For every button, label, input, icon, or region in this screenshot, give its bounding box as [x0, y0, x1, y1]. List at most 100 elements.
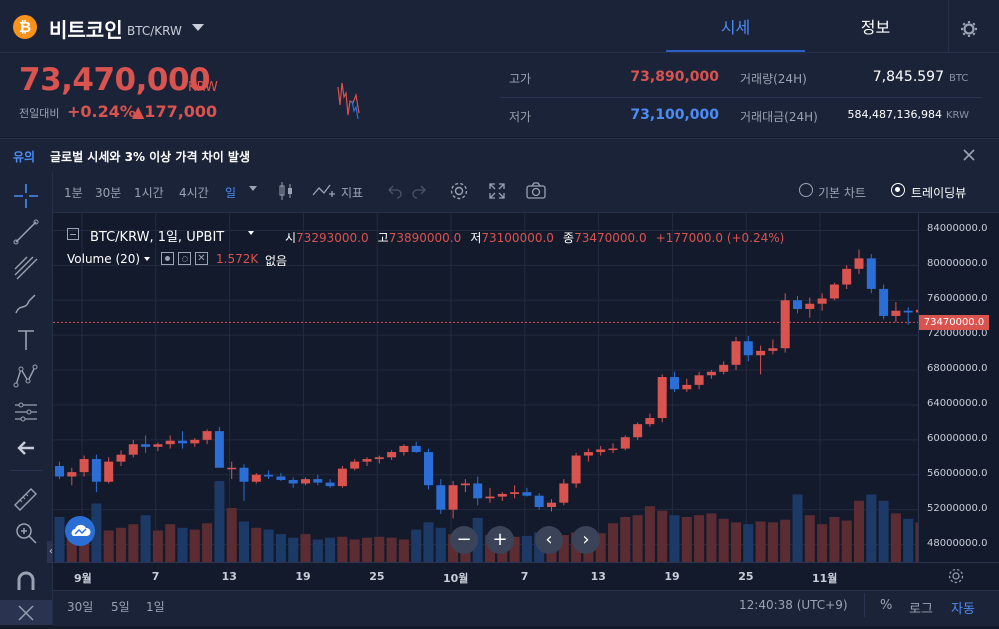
volume-bar — [694, 515, 705, 562]
interval-30m[interactable]: 30분 — [95, 186, 122, 200]
time-axis[interactable] — [53, 562, 999, 591]
tab-price[interactable]: 시세 — [666, 0, 805, 52]
redo-icon[interactable] — [411, 182, 429, 200]
low-value-legend: 73100000.0 — [481, 231, 554, 245]
candle-body — [55, 466, 64, 477]
magnet-icon[interactable] — [11, 566, 41, 596]
crosshair-icon[interactable] — [11, 181, 41, 211]
cloud-icon[interactable] — [65, 516, 95, 546]
x-tick-label: 7 — [520, 570, 529, 583]
undo-icon[interactable] — [385, 182, 403, 200]
interval-1m[interactable]: 1분 — [64, 186, 83, 200]
zoom-in-icon[interactable] — [11, 518, 41, 548]
percent-toggle[interactable]: % — [880, 598, 893, 613]
candle-body — [891, 310, 901, 316]
interval-chevron-down-icon[interactable] — [249, 186, 257, 191]
range-5d[interactable]: 5일 — [111, 600, 130, 614]
candle-body — [350, 461, 360, 469]
range-1d[interactable]: 1일 — [146, 600, 165, 614]
indicator-label[interactable]: 지표 — [341, 186, 364, 200]
candle-body — [91, 459, 101, 482]
market-header — [0, 0, 999, 53]
x-tick-label: 25 — [738, 570, 754, 583]
candle-body — [227, 467, 237, 470]
remove-indicator-icon[interactable]: ✕ — [195, 252, 208, 265]
range-30d[interactable]: 30일 — [67, 600, 94, 614]
candle-body — [694, 375, 704, 385]
candle-body — [559, 483, 569, 503]
volume-bar — [854, 500, 864, 562]
interval-4h[interactable]: 4시간 — [179, 186, 209, 200]
remove-icon[interactable] — [0, 600, 52, 625]
text-icon[interactable] — [11, 325, 41, 355]
scroll-left-button[interactable]: ‹ — [535, 526, 563, 554]
tradingview-radio[interactable] — [891, 183, 905, 197]
interval-1d[interactable]: 일 — [225, 186, 237, 200]
ruler-icon[interactable] — [11, 483, 41, 513]
chevron-down-icon[interactable] — [192, 24, 204, 31]
indicator-icon[interactable] — [312, 181, 336, 201]
price-axis[interactable] — [918, 213, 999, 562]
candle-body — [793, 300, 802, 309]
volume-legend-extra: 없음 — [265, 254, 288, 268]
fib-icon[interactable] — [11, 253, 41, 283]
candle-body — [288, 479, 298, 484]
brush-icon[interactable] — [11, 289, 41, 319]
fullscreen-icon[interactable] — [487, 181, 507, 201]
scroll-right-button[interactable]: › — [572, 526, 600, 554]
close-icon[interactable] — [960, 146, 978, 164]
drawing-toolbar — [0, 172, 53, 625]
volume-bar — [780, 519, 791, 562]
candle-body — [780, 300, 790, 349]
eye-icon[interactable] — [161, 252, 174, 265]
candle-body — [608, 448, 618, 451]
zoom-out-button[interactable]: − — [450, 526, 478, 554]
log-toggle[interactable]: 로그 — [909, 602, 933, 617]
candle-body — [399, 445, 409, 453]
volume-bar — [435, 527, 446, 562]
chart-settings-gear-icon[interactable] — [449, 181, 469, 201]
legend-ohlc: 시73293000.0 고73890000.0 저73100000.0 종734… — [285, 227, 784, 246]
legend-chevron-down-icon[interactable] — [248, 231, 254, 235]
candlestick-chart[interactable] — [53, 213, 963, 562]
collapse-toggle[interactable]: ‹ — [47, 541, 55, 563]
volume-bar — [325, 537, 336, 562]
volume-bar — [411, 529, 422, 562]
zoom-in-button[interactable]: + — [486, 526, 514, 554]
gear-icon[interactable] — [948, 0, 989, 52]
tradingview-label[interactable]: 트레이딩뷰 — [911, 186, 967, 200]
candle-type-icon[interactable] — [276, 180, 296, 202]
volume-bar — [189, 529, 200, 562]
volume-bar — [362, 537, 372, 562]
volume-bar — [288, 537, 299, 562]
candle-body — [510, 492, 520, 494]
candle-body — [842, 268, 852, 285]
volume-chevron-down-icon[interactable] — [144, 257, 150, 261]
tab-info[interactable]: 정보 — [860, 18, 891, 37]
mini-sparkline — [337, 82, 360, 120]
settings-small-icon[interactable] — [178, 252, 191, 265]
basic-chart-label[interactable]: 기본 차트 — [818, 186, 866, 200]
change-percent: +0.24% — [67, 102, 136, 121]
volume-bar — [152, 530, 163, 562]
auto-toggle[interactable]: 자동 — [951, 602, 975, 617]
candle-body — [436, 485, 446, 510]
interval-1h[interactable]: 1시간 — [134, 186, 164, 200]
volume-bar — [103, 530, 114, 562]
candle-body — [596, 449, 606, 453]
measure-icon[interactable] — [11, 397, 41, 427]
trend-line-icon[interactable] — [11, 217, 41, 247]
candle-body — [104, 461, 114, 482]
amount-label: 거래대금(24H) — [740, 110, 818, 124]
basic-chart-radio[interactable] — [799, 183, 813, 197]
price-chart[interactable] — [53, 213, 963, 562]
legend-symbol[interactable]: BTC/KRW, 1일, UPBIT — [90, 230, 225, 245]
volume-legend-label[interactable]: Volume (20) — [67, 252, 141, 266]
candle-body — [337, 468, 347, 487]
collapse-legend-icon[interactable] — [67, 228, 79, 240]
back-arrow-icon[interactable] — [11, 433, 41, 463]
axis-settings-gear-icon[interactable] — [946, 566, 966, 586]
pattern-icon[interactable] — [11, 361, 41, 391]
camera-icon[interactable] — [525, 181, 547, 201]
volume-bar — [263, 529, 274, 562]
